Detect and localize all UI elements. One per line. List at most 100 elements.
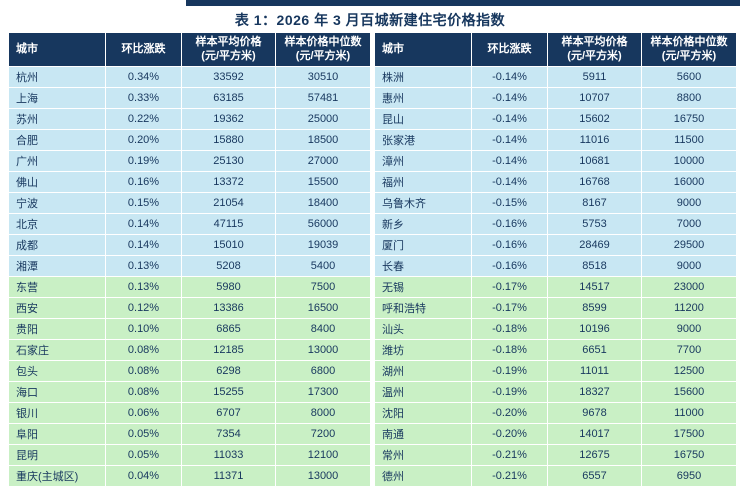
table-row: 合肥 0.20% 15880 18500 xyxy=(8,129,371,151)
change-cell: 0.13% xyxy=(105,276,182,298)
median-price-cell: 8400 xyxy=(275,318,371,340)
avg-price-cell: 15255 xyxy=(181,381,276,403)
avg-price-cell: 18327 xyxy=(547,381,642,403)
avg-price-cell: 28469 xyxy=(547,234,642,256)
city-cell: 温州 xyxy=(374,381,472,403)
change-cell: 0.33% xyxy=(105,87,182,109)
median-price-cell: 15500 xyxy=(275,171,371,193)
change-cell: 0.12% xyxy=(105,297,182,319)
median-price-cell: 16000 xyxy=(641,171,737,193)
city-cell: 阜阳 xyxy=(8,423,106,445)
avg-price-cell: 8518 xyxy=(547,255,642,277)
median-price-cell: 5400 xyxy=(275,255,371,277)
change-cell: -0.14% xyxy=(471,171,548,193)
avg-price-cell: 14517 xyxy=(547,276,642,298)
median-price-cell: 12500 xyxy=(641,360,737,382)
change-cell: -0.14% xyxy=(471,129,548,151)
col-header-avg-price-line1: 样本平均价格 xyxy=(561,35,628,48)
city-cell: 东营 xyxy=(8,276,106,298)
avg-price-cell: 8599 xyxy=(547,297,642,319)
col-header-median-price-line1: 样本价格中位数 xyxy=(284,35,362,48)
avg-price-cell: 5208 xyxy=(181,255,276,277)
change-cell: -0.14% xyxy=(471,87,548,109)
median-price-cell: 27000 xyxy=(275,150,371,172)
table-row: 海口 0.08% 15255 17300 xyxy=(8,381,371,403)
city-cell: 北京 xyxy=(8,213,106,235)
median-price-cell: 9000 xyxy=(641,255,737,277)
tables-container: 城市 环比涨跌 样本平均价格 (元/平方米) 样本价格中位数 (元/平方米) 杭… xyxy=(8,32,737,487)
avg-price-cell: 6707 xyxy=(181,402,276,424)
table-row: 西安 0.12% 13386 16500 xyxy=(8,297,371,319)
city-cell: 贵阳 xyxy=(8,318,106,340)
city-cell: 宁波 xyxy=(8,192,106,214)
city-cell: 南通 xyxy=(374,423,472,445)
median-price-cell: 7000 xyxy=(641,213,737,235)
table-row: 湖州 -0.19% 11011 12500 xyxy=(374,360,737,382)
change-cell: 0.08% xyxy=(105,381,182,403)
table-row: 南通 -0.20% 14017 17500 xyxy=(374,423,737,445)
city-cell: 西安 xyxy=(8,297,106,319)
median-price-cell: 57481 xyxy=(275,87,371,109)
median-price-cell: 11000 xyxy=(641,402,737,424)
change-cell: 0.06% xyxy=(105,402,182,424)
col-header-median-price-line1: 样本价格中位数 xyxy=(650,35,728,48)
median-price-cell: 11500 xyxy=(641,129,737,151)
median-price-cell: 11200 xyxy=(641,297,737,319)
change-cell: 0.22% xyxy=(105,108,182,130)
median-price-cell: 9000 xyxy=(641,318,737,340)
change-cell: -0.16% xyxy=(471,255,548,277)
table-row: 无锡 -0.17% 14517 23000 xyxy=(374,276,737,298)
avg-price-cell: 15010 xyxy=(181,234,276,256)
change-cell: 0.20% xyxy=(105,129,182,151)
table-row: 潍坊 -0.18% 6651 7700 xyxy=(374,339,737,361)
table-row: 贵阳 0.10% 6865 8400 xyxy=(8,318,371,340)
change-cell: 0.14% xyxy=(105,234,182,256)
change-cell: 0.34% xyxy=(105,66,182,88)
median-price-cell: 9000 xyxy=(641,192,737,214)
col-header-avg-price-line2: (元/平方米) xyxy=(201,49,256,62)
median-price-cell: 7700 xyxy=(641,339,737,361)
table-title: 表 1：2026 年 3 月百城新建住宅价格指数 xyxy=(234,12,506,28)
table-header-right: 城市 环比涨跌 样本平均价格 (元/平方米) 样本价格中位数 (元/平方米) xyxy=(374,32,737,67)
change-cell: 0.13% xyxy=(105,255,182,277)
change-cell: 0.08% xyxy=(105,360,182,382)
table-row: 石家庄 0.08% 12185 13000 xyxy=(8,339,371,361)
median-price-cell: 8800 xyxy=(641,87,737,109)
city-cell: 昆山 xyxy=(374,108,472,130)
median-price-cell: 56000 xyxy=(275,213,371,235)
city-cell: 惠州 xyxy=(374,87,472,109)
median-price-cell: 17500 xyxy=(641,423,737,445)
change-cell: -0.21% xyxy=(471,465,548,487)
city-cell: 株洲 xyxy=(374,66,472,88)
avg-price-cell: 7354 xyxy=(181,423,276,445)
median-price-cell: 8000 xyxy=(275,402,371,424)
col-header-median-price: 样本价格中位数 (元/平方米) xyxy=(641,32,737,67)
avg-price-cell: 10707 xyxy=(547,87,642,109)
change-cell: 0.08% xyxy=(105,339,182,361)
median-price-cell: 6950 xyxy=(641,465,737,487)
city-cell: 福州 xyxy=(374,171,472,193)
median-price-cell: 6800 xyxy=(275,360,371,382)
avg-price-cell: 11016 xyxy=(547,129,642,151)
table-row: 昆明 0.05% 11033 12100 xyxy=(8,444,371,466)
change-cell: -0.18% xyxy=(471,339,548,361)
city-cell: 佛山 xyxy=(8,171,106,193)
table-row: 长春 -0.16% 8518 9000 xyxy=(374,255,737,277)
city-cell: 重庆(主城区) xyxy=(8,465,106,487)
avg-price-cell: 12675 xyxy=(547,444,642,466)
avg-price-cell: 63185 xyxy=(181,87,276,109)
city-cell: 张家港 xyxy=(374,129,472,151)
avg-price-cell: 16768 xyxy=(547,171,642,193)
avg-price-cell: 14017 xyxy=(547,423,642,445)
col-header-city: 城市 xyxy=(8,32,106,67)
col-header-change: 环比涨跌 xyxy=(471,32,548,67)
avg-price-cell: 5980 xyxy=(181,276,276,298)
avg-price-cell: 6298 xyxy=(181,360,276,382)
change-cell: -0.17% xyxy=(471,297,548,319)
table-row: 常州 -0.21% 12675 16750 xyxy=(374,444,737,466)
table-row: 德州 -0.21% 6557 6950 xyxy=(374,465,737,487)
city-cell: 汕头 xyxy=(374,318,472,340)
change-cell: -0.21% xyxy=(471,444,548,466)
avg-price-cell: 13386 xyxy=(181,297,276,319)
table-header-left: 城市 环比涨跌 样本平均价格 (元/平方米) 样本价格中位数 (元/平方米) xyxy=(8,32,371,67)
